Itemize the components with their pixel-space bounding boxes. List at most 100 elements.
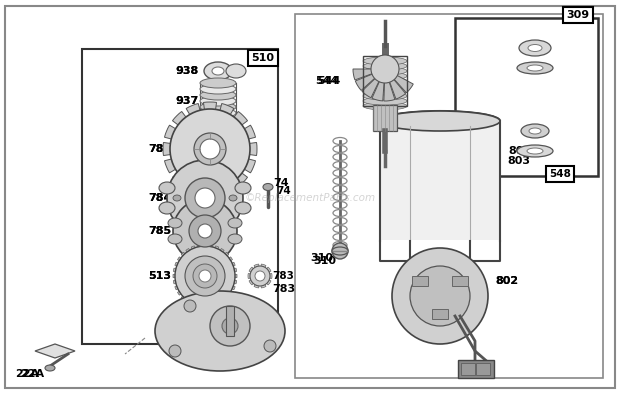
Wedge shape xyxy=(197,244,205,276)
Wedge shape xyxy=(177,257,205,276)
Wedge shape xyxy=(186,276,205,303)
Wedge shape xyxy=(205,252,229,276)
Circle shape xyxy=(167,160,243,236)
Wedge shape xyxy=(205,276,219,306)
Wedge shape xyxy=(205,244,213,276)
Ellipse shape xyxy=(159,202,175,214)
Circle shape xyxy=(410,266,470,326)
Text: 784: 784 xyxy=(148,193,171,203)
Wedge shape xyxy=(205,246,219,276)
Wedge shape xyxy=(205,276,237,284)
Text: 803: 803 xyxy=(507,156,530,166)
Wedge shape xyxy=(384,69,395,101)
Ellipse shape xyxy=(173,195,181,201)
Text: 802: 802 xyxy=(495,276,518,286)
Circle shape xyxy=(184,300,196,312)
Text: 801: 801 xyxy=(180,303,203,313)
Ellipse shape xyxy=(363,62,407,70)
Ellipse shape xyxy=(363,97,407,105)
Wedge shape xyxy=(172,149,210,187)
Text: 510: 510 xyxy=(252,53,275,63)
Wedge shape xyxy=(181,252,205,276)
Ellipse shape xyxy=(226,64,246,78)
Wedge shape xyxy=(175,262,205,276)
Text: 310: 310 xyxy=(313,256,336,266)
Bar xyxy=(82,49,278,344)
Text: 22A: 22A xyxy=(20,369,44,379)
Wedge shape xyxy=(203,244,206,276)
Circle shape xyxy=(200,139,220,159)
Ellipse shape xyxy=(363,72,407,80)
Ellipse shape xyxy=(212,67,224,75)
Wedge shape xyxy=(197,276,205,308)
Wedge shape xyxy=(205,276,224,303)
Wedge shape xyxy=(174,268,205,276)
Wedge shape xyxy=(174,276,205,284)
Circle shape xyxy=(255,271,265,281)
Ellipse shape xyxy=(363,77,407,85)
Wedge shape xyxy=(191,276,205,306)
Wedge shape xyxy=(186,103,210,149)
Wedge shape xyxy=(249,276,260,285)
Ellipse shape xyxy=(159,182,175,194)
Wedge shape xyxy=(172,111,210,149)
Wedge shape xyxy=(210,111,247,149)
Wedge shape xyxy=(210,103,234,149)
Text: 785: 785 xyxy=(148,226,171,236)
Ellipse shape xyxy=(200,84,236,94)
Bar xyxy=(363,56,407,106)
Wedge shape xyxy=(203,276,206,308)
Circle shape xyxy=(222,318,238,334)
Bar xyxy=(381,122,499,240)
Ellipse shape xyxy=(168,234,182,244)
Ellipse shape xyxy=(517,145,553,157)
Bar xyxy=(295,14,603,378)
Text: 784: 784 xyxy=(148,193,171,203)
Wedge shape xyxy=(260,264,266,276)
Circle shape xyxy=(199,270,211,282)
Text: 74: 74 xyxy=(276,186,291,196)
Ellipse shape xyxy=(229,195,237,201)
Ellipse shape xyxy=(155,291,285,371)
Ellipse shape xyxy=(200,96,236,106)
Wedge shape xyxy=(205,276,232,295)
Wedge shape xyxy=(385,69,405,99)
Wedge shape xyxy=(205,276,213,308)
Text: 783: 783 xyxy=(272,271,294,281)
Wedge shape xyxy=(205,257,232,276)
Wedge shape xyxy=(164,149,210,173)
Text: 22A: 22A xyxy=(15,369,39,379)
Text: 310: 310 xyxy=(310,253,333,263)
Wedge shape xyxy=(210,149,247,187)
Circle shape xyxy=(175,246,235,306)
Bar xyxy=(432,309,448,319)
Text: 513: 513 xyxy=(148,271,171,281)
Ellipse shape xyxy=(204,62,232,80)
Wedge shape xyxy=(175,276,205,290)
Ellipse shape xyxy=(168,218,182,228)
Wedge shape xyxy=(260,276,266,288)
Circle shape xyxy=(185,178,225,218)
Circle shape xyxy=(189,215,221,247)
Ellipse shape xyxy=(332,247,348,255)
Ellipse shape xyxy=(380,111,500,131)
Text: 801: 801 xyxy=(185,303,208,313)
Ellipse shape xyxy=(200,78,236,88)
Ellipse shape xyxy=(528,44,542,51)
Bar xyxy=(412,276,428,286)
Wedge shape xyxy=(177,276,205,295)
Text: 803: 803 xyxy=(508,146,531,156)
Circle shape xyxy=(169,345,181,357)
Wedge shape xyxy=(205,268,237,276)
Wedge shape xyxy=(260,274,272,278)
Bar xyxy=(476,363,490,375)
Text: 782: 782 xyxy=(148,144,171,154)
Wedge shape xyxy=(186,249,205,276)
Wedge shape xyxy=(163,143,210,156)
Ellipse shape xyxy=(363,87,407,95)
Wedge shape xyxy=(205,276,235,290)
Wedge shape xyxy=(353,69,385,80)
Bar xyxy=(458,360,494,378)
Circle shape xyxy=(194,133,226,165)
Circle shape xyxy=(264,340,276,352)
